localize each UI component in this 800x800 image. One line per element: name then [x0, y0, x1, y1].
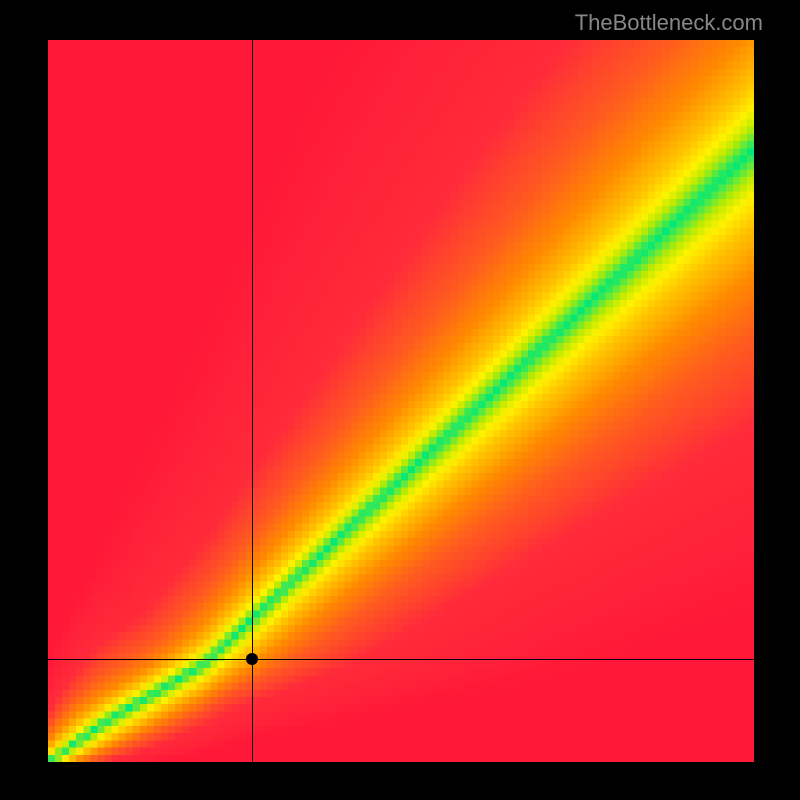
plot-area: [48, 40, 754, 762]
watermark-text: TheBottleneck.com: [575, 10, 763, 36]
crosshair-horizontal: [48, 659, 754, 660]
crosshair-marker: [246, 653, 258, 665]
heatmap-canvas: [48, 40, 754, 762]
